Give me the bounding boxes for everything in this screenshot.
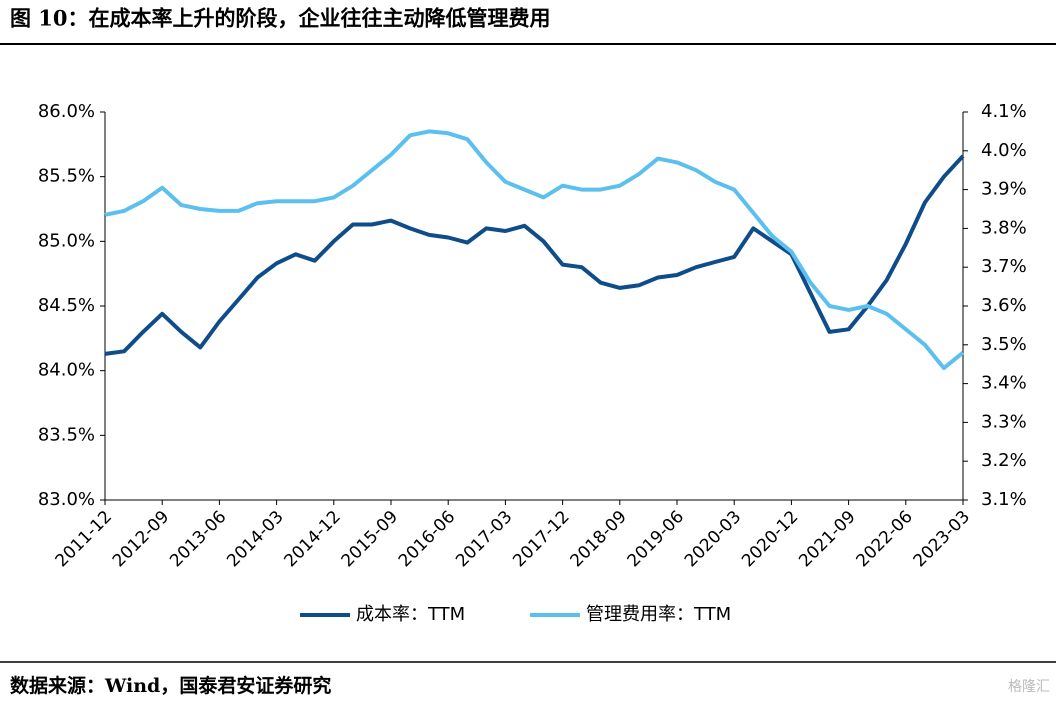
legend-label: 成本率：TTM — [356, 604, 465, 625]
x-tick-label: 2012-09 — [109, 507, 173, 571]
x-tick-label: 2016-06 — [395, 507, 459, 571]
y2-tick-label: 3.1% — [981, 489, 1027, 510]
series-line — [104, 129, 965, 371]
x-tick-label: 2020-03 — [681, 507, 745, 571]
watermark: 格隆汇 — [1008, 679, 1050, 695]
y2-tick-label: 3.3% — [981, 411, 1027, 432]
y-tick-label: 83.0% — [38, 489, 95, 510]
y2-tick-label: 4.1% — [981, 101, 1027, 122]
y2-tick-label: 3.9% — [981, 179, 1027, 200]
source-note: 数据来源：Wind，国泰君安证券研究 — [10, 674, 331, 697]
x-tick-label: 2023-03 — [910, 507, 974, 571]
y-tick-label: 84.0% — [38, 360, 95, 381]
x-tick-label: 2022-06 — [853, 507, 917, 571]
x-tick-label: 2011-12 — [52, 507, 116, 571]
x-tick-label: 2020-12 — [738, 507, 802, 571]
y-tick-label: 85.0% — [38, 230, 95, 251]
series-line — [104, 154, 965, 356]
y-tick-label: 86.0% — [38, 101, 95, 122]
y-tick-label: 83.5% — [38, 424, 95, 445]
x-tick-label: 2017-03 — [452, 507, 516, 571]
x-tick-label: 2019-06 — [624, 507, 688, 571]
x-tick-label: 2013-06 — [166, 507, 230, 571]
x-tick-label: 2014-03 — [223, 507, 287, 571]
y2-tick-label: 3.2% — [981, 450, 1027, 471]
y2-tick-label: 3.7% — [981, 256, 1027, 277]
x-tick-label: 2017-12 — [509, 507, 573, 571]
x-tick-label: 2014-12 — [281, 507, 345, 571]
chart-title: 图 10：在成本率上升的阶段，企业往往主动降低管理费用 — [10, 6, 551, 31]
x-tick-label: 2021-09 — [795, 507, 859, 571]
y2-tick-label: 3.6% — [981, 295, 1027, 316]
y2-tick-label: 3.5% — [981, 334, 1027, 355]
y2-tick-label: 4.0% — [981, 140, 1027, 161]
y-tick-label: 85.5% — [38, 166, 95, 187]
x-tick-label: 2015-09 — [338, 507, 402, 571]
legend-label: 管理费用率：TTM — [586, 604, 731, 625]
y-tick-label: 84.5% — [38, 295, 95, 316]
x-tick-label: 2018-09 — [567, 507, 631, 571]
y2-tick-label: 3.4% — [981, 373, 1027, 394]
y2-tick-label: 3.8% — [981, 217, 1027, 238]
